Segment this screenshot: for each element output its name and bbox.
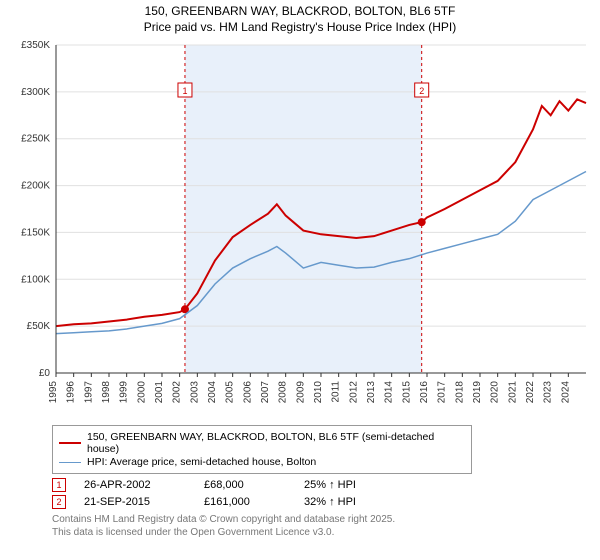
legend-row: 150, GREENBARN WAY, BLACKROD, BOLTON, BL… — [59, 431, 465, 455]
x-tick-label: 2013 — [366, 381, 377, 404]
attribution-line2: This data is licensed under the Open Gov… — [52, 526, 592, 539]
x-tick-label: 2018 — [454, 381, 465, 404]
marker-table-row: 2 21-SEP-2015£161,00032% ↑ HPI — [52, 495, 592, 509]
x-tick-label: 2017 — [437, 381, 448, 404]
x-tick-label: 2020 — [490, 381, 501, 404]
x-tick-label: 2002 — [172, 381, 183, 404]
x-tick-label: 2022 — [525, 381, 536, 404]
chart-plot-area: £0 £50K £100K £150K £200K £250K £300K £350K 1995… — [8, 39, 592, 419]
title-address: 150, GREENBARN WAY, BLACKROD, BOLTON, BL… — [8, 4, 592, 20]
x-tick-label: 2014 — [384, 381, 395, 404]
marker-date: 21-SEP-2015 — [84, 496, 204, 508]
chart-container: 150, GREENBARN WAY, BLACKROD, BOLTON, BL… — [0, 0, 600, 560]
x-tick-label: 2007 — [260, 381, 271, 404]
x-tick-label: 1999 — [119, 381, 130, 404]
x-tick-label: 2001 — [154, 381, 165, 404]
marker-table: 1 26-APR-2002£68,00025% ↑ HPI 2 21-SEP-2015… — [52, 478, 592, 509]
x-tick-label: 2008 — [278, 381, 289, 404]
x-tick-label: 1997 — [83, 381, 94, 404]
x-tick-label: 2012 — [348, 381, 359, 404]
y-tick-label: £150K — [21, 228, 50, 239]
x-tick-label: 2011 — [331, 381, 342, 403]
x-tick-label: 2010 — [313, 381, 324, 404]
marker-table-row: 1 26-APR-2002£68,00025% ↑ HPI — [52, 478, 592, 492]
x-tick-label: 2004 — [207, 381, 218, 404]
chart-title: 150, GREENBARN WAY, BLACKROD, BOLTON, BL… — [8, 4, 592, 35]
x-tick-label: 2000 — [136, 381, 147, 404]
x-tick-label: 2024 — [560, 381, 571, 404]
shaded-band — [185, 45, 422, 373]
x-tick-label: 2019 — [472, 381, 483, 404]
sale-marker-number: 1 — [182, 86, 187, 96]
attribution-line1: Contains HM Land Registry data © Crown c… — [52, 513, 592, 526]
x-tick-label: 2005 — [225, 381, 236, 404]
marker-delta: 25% ↑ HPI — [304, 479, 356, 491]
y-tick-label: £0 — [39, 368, 51, 379]
y-tick-label: £100K — [21, 274, 50, 285]
marker-badge: 1 — [52, 478, 66, 492]
legend-swatch — [59, 462, 81, 463]
legend-swatch — [59, 442, 81, 444]
x-tick-label: 2006 — [242, 381, 253, 404]
marker-price: £161,000 — [204, 496, 304, 508]
marker-price: £68,000 — [204, 479, 304, 491]
y-tick-label: £200K — [21, 181, 50, 192]
marker-date: 26-APR-2002 — [84, 479, 204, 491]
x-tick-label: 1996 — [66, 381, 77, 404]
legend: 150, GREENBARN WAY, BLACKROD, BOLTON, BL… — [52, 425, 472, 474]
marker-badge: 2 — [52, 495, 66, 509]
chart-svg: £0 £50K £100K £150K £200K £250K £300K £350K 1995… — [8, 39, 592, 419]
sale-marker-number: 2 — [419, 86, 424, 96]
legend-label: HPI: Average price, semi-detached house,… — [87, 456, 316, 468]
legend-label: 150, GREENBARN WAY, BLACKROD, BOLTON, BL… — [87, 431, 465, 455]
legend-row: HPI: Average price, semi-detached house,… — [59, 456, 465, 468]
y-tick-label: £50K — [27, 321, 51, 332]
x-tick-label: 2021 — [507, 381, 518, 404]
x-tick-label: 2023 — [543, 381, 554, 404]
x-tick-label: 2015 — [401, 381, 412, 404]
title-subtitle: Price paid vs. HM Land Registry's House … — [8, 20, 592, 36]
marker-delta: 32% ↑ HPI — [304, 496, 356, 508]
x-tick-label: 1995 — [48, 381, 59, 404]
x-tick-label: 2016 — [419, 381, 430, 404]
y-tick-label: £250K — [21, 134, 50, 145]
y-tick-label: £350K — [21, 40, 50, 51]
x-tick-label: 2003 — [189, 381, 200, 404]
y-tick-label: £300K — [21, 87, 50, 98]
x-tick-label: 2009 — [295, 381, 306, 404]
x-tick-label: 1998 — [101, 381, 112, 404]
attribution: Contains HM Land Registry data © Crown c… — [52, 513, 592, 539]
